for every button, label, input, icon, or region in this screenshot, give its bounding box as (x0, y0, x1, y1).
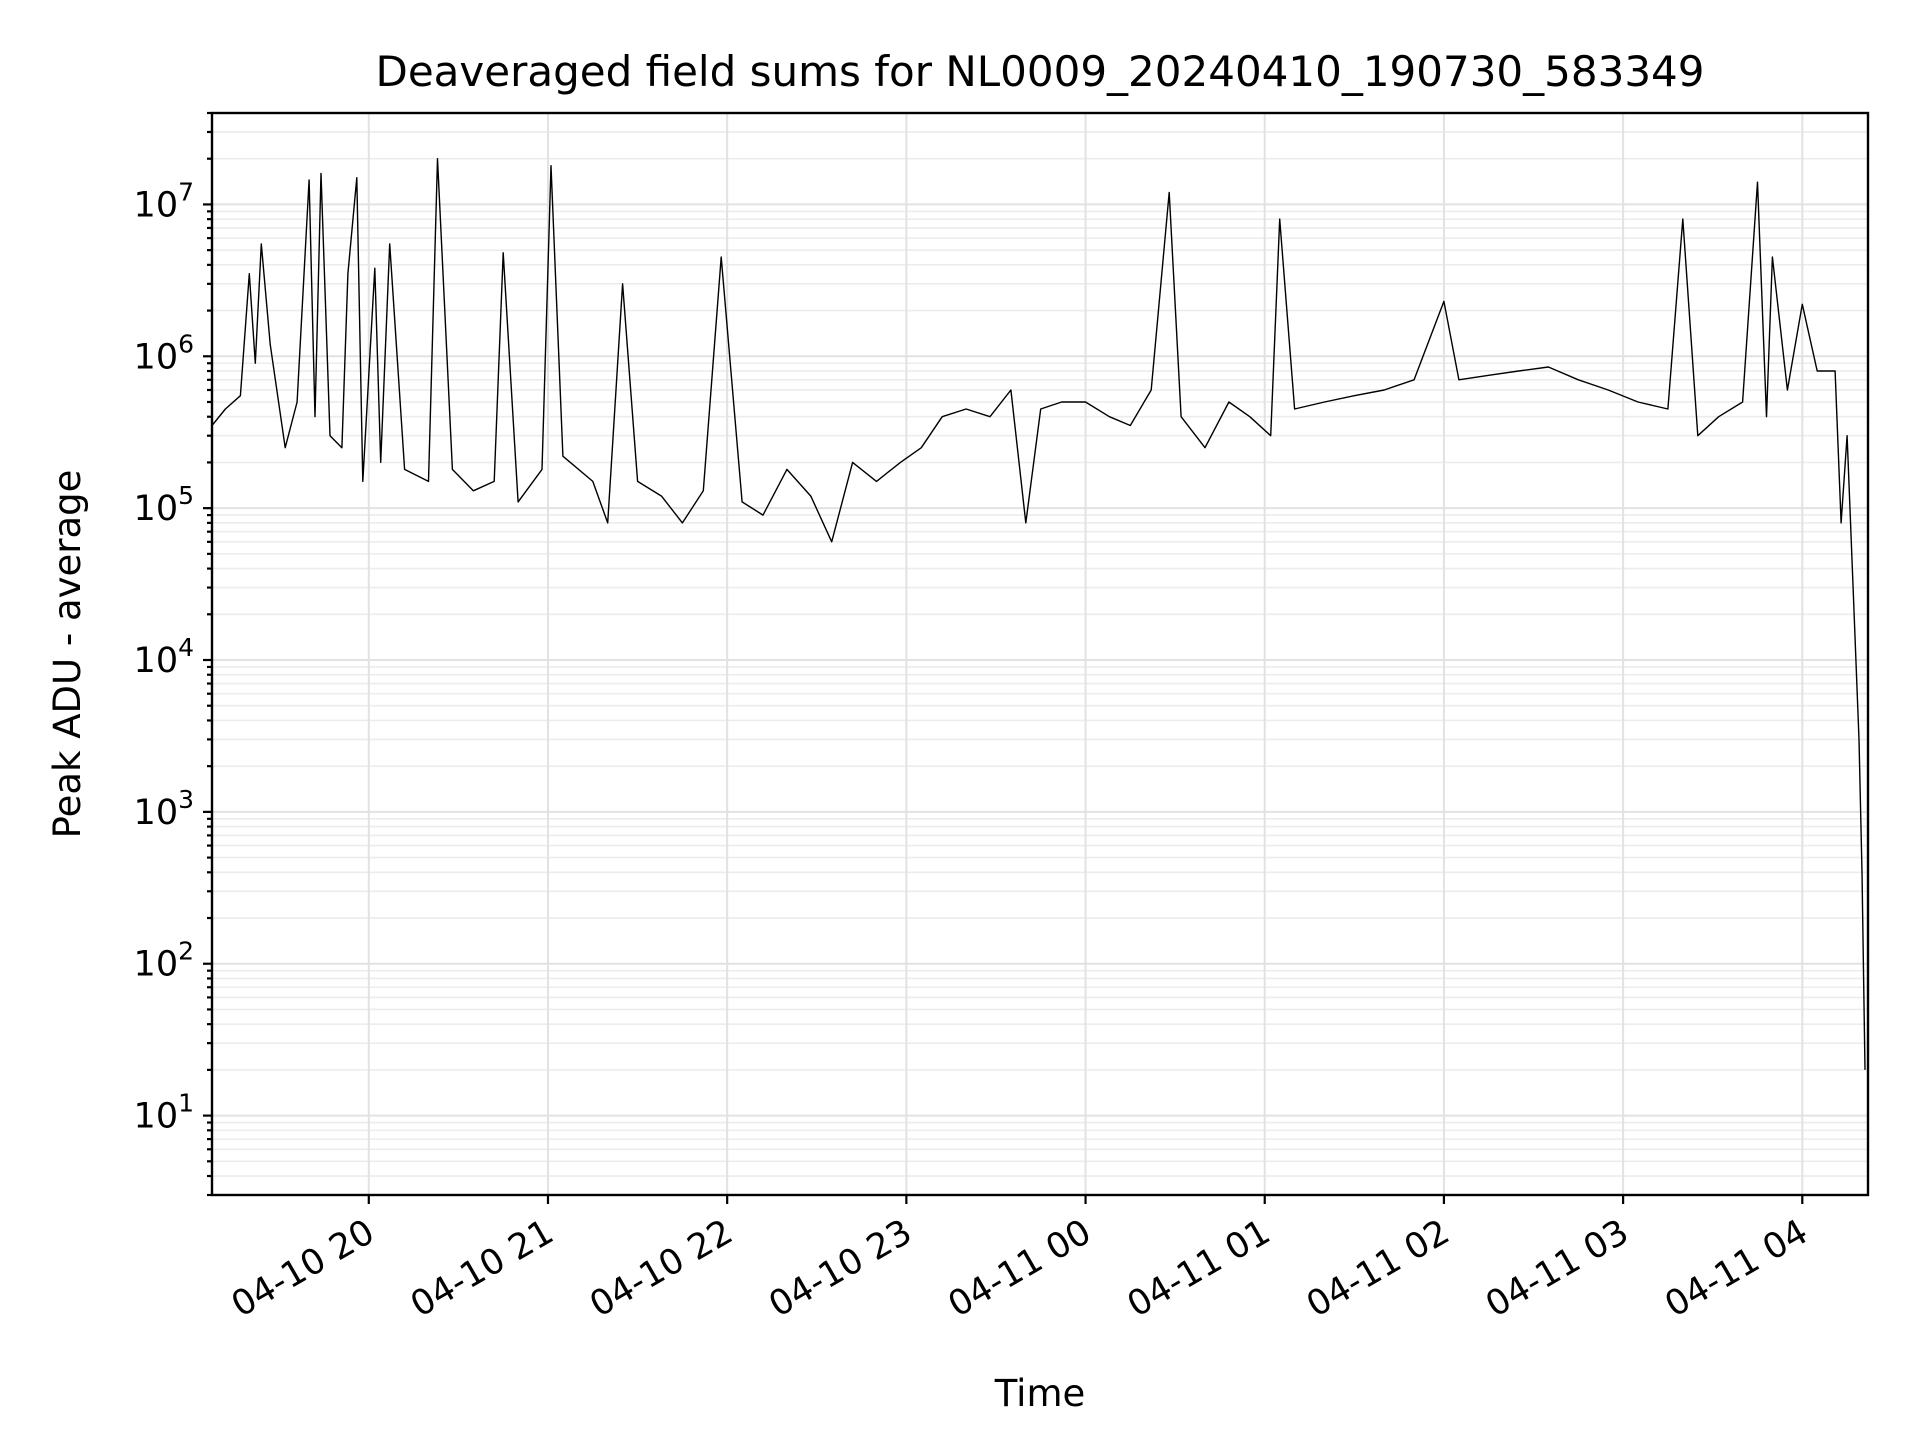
x-tick-label: 04-11 03 (1479, 1212, 1635, 1325)
y-tick-label: 107 (134, 177, 194, 225)
plot-frame (210, 111, 1870, 1197)
x-tick-label: 04-10 20 (225, 1212, 381, 1325)
x-tick-label: 04-11 00 (942, 1212, 1098, 1325)
y-tick-label: 103 (134, 785, 194, 833)
x-axis-label: Time (994, 1372, 1086, 1415)
y-tick-label: 104 (134, 633, 194, 681)
y-tick-label: 101 (134, 1089, 194, 1137)
x-tick-label: 04-10 23 (763, 1212, 919, 1325)
y-tick-label: 105 (134, 481, 194, 529)
y-tick-label: 102 (134, 937, 194, 985)
x-tick-label: 04-10 22 (583, 1212, 739, 1325)
axis-ticks (203, 111, 1804, 1204)
chart-title: Deaveraged field sums for NL0009_2024041… (376, 47, 1705, 96)
x-tick-label: 04-11 04 (1659, 1212, 1815, 1325)
y-tick-label: 106 (134, 329, 194, 377)
x-tick-label: 04-10 21 (404, 1212, 560, 1325)
grid (212, 112, 1868, 1196)
series-line (211, 158, 1866, 1070)
y-axis-label: Peak ADU - average (46, 470, 89, 839)
x-tick-label: 04-11 01 (1121, 1212, 1277, 1325)
x-tick-label: 04-11 02 (1300, 1212, 1456, 1325)
